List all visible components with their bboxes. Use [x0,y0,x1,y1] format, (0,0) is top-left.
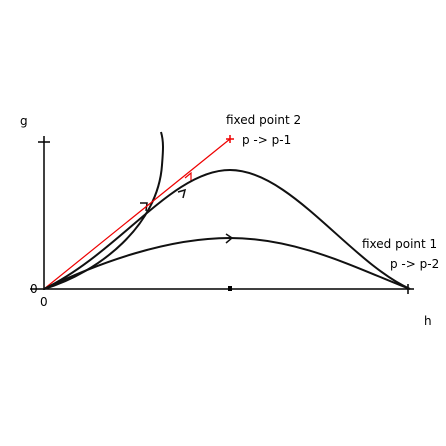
origin-x-label: 0 [40,295,48,309]
flow-arrow [177,188,187,199]
fixed-point-label: fixed point 2 [226,113,301,127]
origin-y-label: 0 [30,282,38,296]
y-axis-label: g [20,114,28,128]
red-trajectory [43,138,231,290]
small-trajectory [43,236,411,290]
fixed-point-map: p -> p-1 [242,133,291,147]
separatrix-curve [43,131,164,290]
x-axis-label: h [424,314,432,328]
fixed-point-label: fixed point 1 [362,237,437,251]
fixed-point-map: p -> p-2 [390,257,439,271]
fixed-point-2-marker [226,135,234,143]
red-arrow [184,171,192,181]
large-trajectory [43,168,411,290]
flow-arrow [140,202,148,212]
x-tick [228,286,232,291]
flow-arrow [225,233,234,244]
